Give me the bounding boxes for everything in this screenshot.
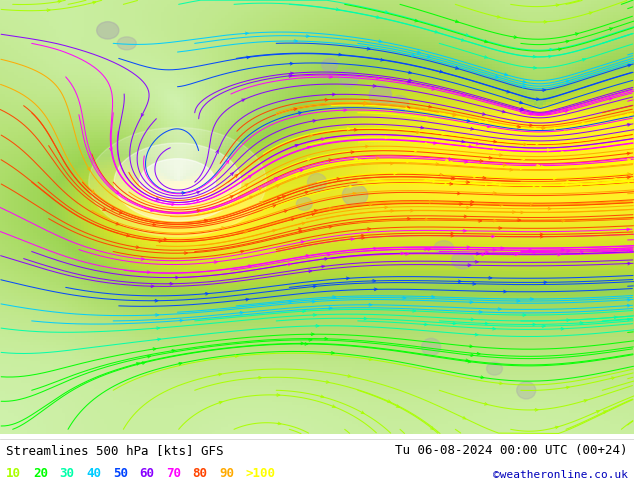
Ellipse shape: [117, 37, 136, 50]
Text: Tu 06-08-2024 00:00 UTC (00+24): Tu 06-08-2024 00:00 UTC (00+24): [395, 444, 628, 457]
Ellipse shape: [422, 338, 441, 356]
Text: 10: 10: [6, 467, 22, 480]
Text: 80: 80: [193, 467, 208, 480]
Text: >100: >100: [246, 467, 276, 480]
Ellipse shape: [96, 22, 119, 39]
Text: 50: 50: [113, 467, 128, 480]
Ellipse shape: [296, 197, 312, 210]
Ellipse shape: [114, 143, 241, 221]
Text: 30: 30: [60, 467, 75, 480]
Ellipse shape: [307, 173, 327, 191]
Ellipse shape: [517, 382, 536, 399]
Ellipse shape: [342, 184, 368, 206]
Ellipse shape: [89, 127, 266, 237]
Text: 20: 20: [33, 467, 48, 480]
Ellipse shape: [434, 241, 453, 254]
Ellipse shape: [139, 159, 216, 205]
Ellipse shape: [339, 70, 358, 87]
Ellipse shape: [451, 251, 474, 269]
Ellipse shape: [487, 362, 503, 375]
Text: Streamlines 500 hPa [kts] GFS: Streamlines 500 hPa [kts] GFS: [6, 444, 224, 457]
Text: 60: 60: [139, 467, 155, 480]
Text: ©weatheronline.co.uk: ©weatheronline.co.uk: [493, 470, 628, 480]
Ellipse shape: [369, 85, 391, 106]
Ellipse shape: [321, 58, 337, 72]
Text: 70: 70: [166, 467, 181, 480]
Text: 40: 40: [86, 467, 101, 480]
Text: 90: 90: [219, 467, 235, 480]
Ellipse shape: [390, 96, 409, 113]
